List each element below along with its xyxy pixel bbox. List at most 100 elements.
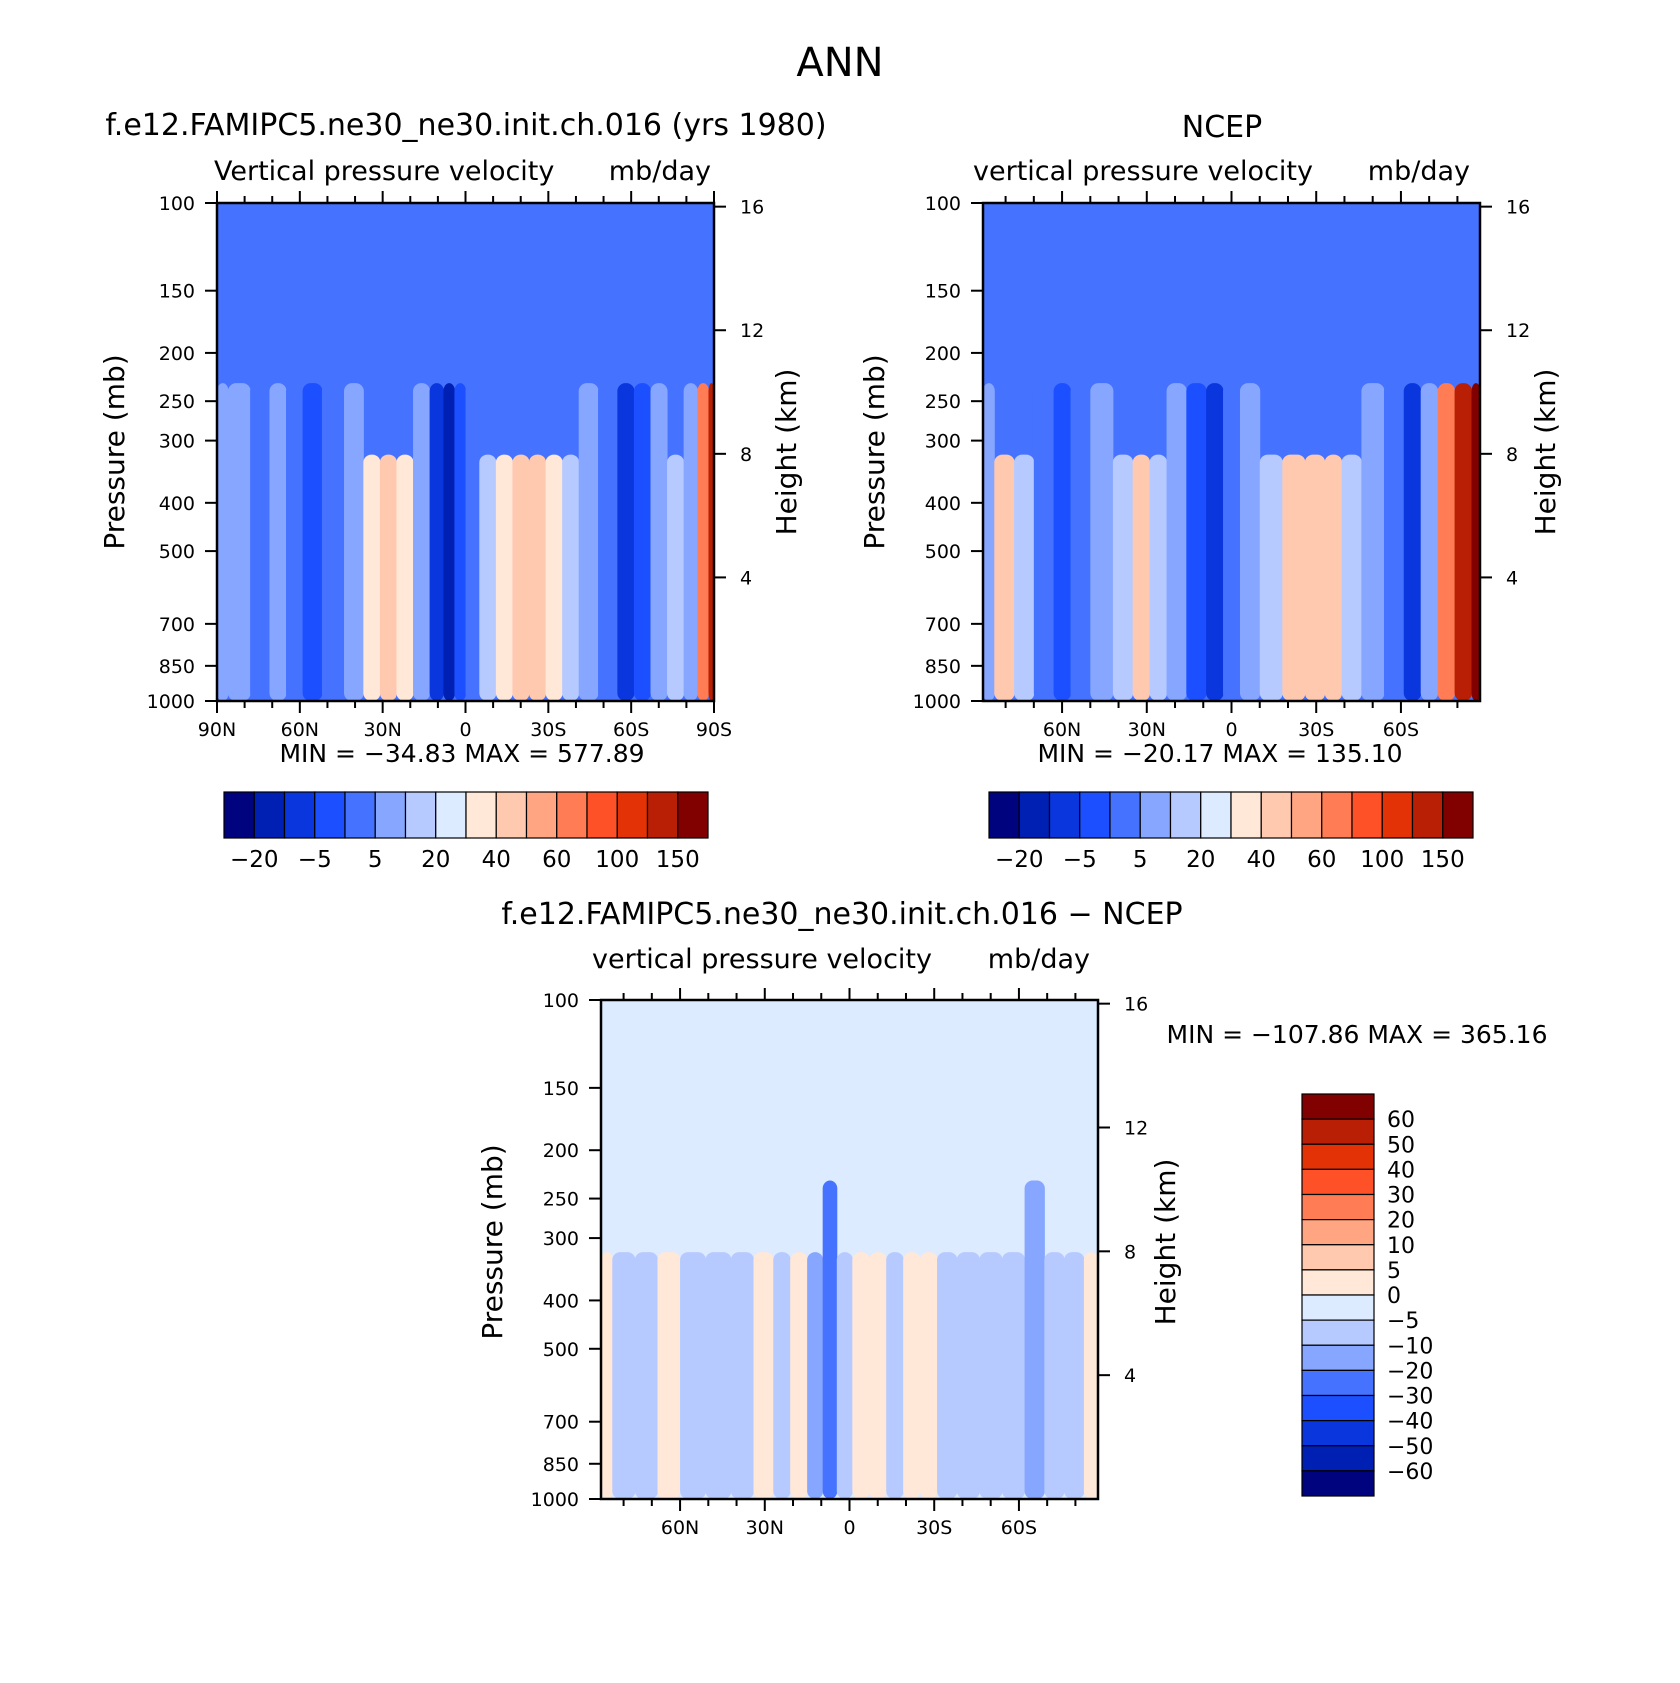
panel-model-ylabel: Pressure (mb) [98, 354, 131, 549]
colorbar-label: 5 [1387, 1259, 1401, 1284]
panel-ncep-ylabel: Pressure (mb) [858, 354, 891, 549]
contour-band [983, 383, 995, 701]
contour-band [1324, 454, 1343, 701]
contour-band [465, 383, 480, 701]
height-tick-label: 8 [1506, 444, 1518, 466]
colorbar-label: −40 [1387, 1410, 1433, 1435]
contour-band [512, 454, 530, 701]
y-tick-label: 400 [543, 1290, 579, 1312]
colorbar-label: 150 [1421, 847, 1465, 873]
panel-model-colorbar: −20 −5 5 20 40 60 100 150 [223, 791, 709, 873]
colorbar-swatch [1351, 791, 1383, 839]
colorbar-label: 5 [368, 847, 383, 873]
colorbar-swatch [1381, 791, 1414, 839]
colorbar-swatch [253, 791, 286, 839]
y-tick-label: 400 [159, 493, 195, 515]
panel-diff-subtitle-right: mb/day [988, 944, 1090, 975]
contour-band [578, 383, 599, 701]
contour-band [479, 454, 497, 701]
contour-band [1070, 383, 1091, 701]
x-tick-label: 60N [661, 1517, 699, 1539]
colorbar-swatch [344, 791, 376, 839]
y-tick-label: 300 [925, 431, 961, 453]
y-tick-label: 300 [543, 1228, 579, 1250]
contour-field [601, 1000, 1098, 1499]
panel-ncep-plot: 100 150 200 250 300 400 500 700 850 1000 16 12 8 4 60N… [913, 191, 1530, 741]
colorbar-swatch [1301, 1369, 1375, 1397]
y-tick-label: 200 [159, 343, 195, 365]
colorbar-label: 20 [421, 847, 450, 873]
panel-ncep-stats: MIN = −20.17 MAX = 135.10 [1037, 739, 1402, 768]
contour-band [1149, 454, 1168, 701]
x-tick-label: 60S [1383, 719, 1419, 741]
contour-band [443, 383, 455, 701]
contour-band [1454, 383, 1473, 701]
contour-band [529, 454, 547, 701]
x-tick-label: 30S [916, 1517, 952, 1539]
contour-band [612, 1252, 636, 1499]
x-tick-label: 0 [843, 1517, 855, 1539]
contour-band [302, 383, 323, 701]
panel-model-stats: MIN = −34.83 MAX = 577.89 [279, 739, 644, 768]
contour-band [601, 1252, 613, 1499]
y-tick-label: 500 [543, 1339, 579, 1361]
y-tick-label: 150 [159, 281, 195, 303]
contour-band [773, 1252, 791, 1499]
contour-band [1282, 454, 1306, 701]
contour-band [836, 1252, 853, 1499]
y-tick-label: 850 [159, 656, 195, 678]
contour-band [979, 1252, 1003, 1499]
contour-band [1064, 1252, 1085, 1499]
colorbar-label: −10 [1387, 1334, 1433, 1359]
contour-band [1090, 383, 1114, 701]
contour-band [753, 1252, 774, 1499]
y-tick-label: 1000 [913, 691, 961, 713]
contour-band [1361, 383, 1385, 701]
colorbar-label: −30 [1387, 1385, 1433, 1410]
panel-diff-ylabel: Pressure (mb) [476, 1144, 509, 1339]
y-tick-label: 250 [925, 391, 961, 413]
height-tick-label: 16 [740, 197, 764, 219]
colorbar-label: 20 [1186, 847, 1215, 873]
colorbar-swatch [374, 791, 407, 839]
colorbar-swatch [1260, 791, 1293, 839]
colorbar-swatch [586, 791, 618, 839]
contour-band [657, 1252, 681, 1499]
y-tick-label: 500 [925, 541, 961, 563]
colorbar-swatch [223, 791, 255, 839]
panel-diff-subtitle-left: vertical pressure velocity [592, 944, 932, 975]
colorbar-swatch [1301, 1193, 1375, 1221]
contour-band [1112, 454, 1134, 701]
contour-band [1471, 383, 1480, 701]
contour-band [545, 454, 563, 701]
colorbar-swatch [1200, 791, 1232, 839]
contour-band [705, 1252, 732, 1499]
x-tick-label: 60S [1001, 1517, 1037, 1539]
height-tick-label: 8 [740, 444, 752, 466]
colorbar-label: −20 [995, 847, 1044, 873]
height-tick-label: 4 [740, 567, 752, 589]
colorbar-swatch [1139, 791, 1172, 839]
colorbar-swatch [646, 791, 679, 839]
colorbar-swatch [1018, 791, 1051, 839]
colorbar-label: 10 [1387, 1234, 1415, 1259]
colorbar-swatch [1301, 1394, 1375, 1422]
x-tick-label: 60S [613, 719, 649, 741]
colorbar-swatch [1301, 1319, 1375, 1346]
contour-band [1001, 1252, 1026, 1499]
x-tick-label: 30N [746, 1517, 784, 1539]
colorbar-swatch [314, 791, 346, 839]
contour-band [869, 1252, 887, 1499]
colorbar-swatch [1301, 1143, 1375, 1170]
colorbar-swatch [988, 791, 1020, 839]
colorbar-label: 40 [1387, 1158, 1415, 1183]
contour-band [228, 383, 251, 701]
colorbar-swatch [1411, 791, 1444, 839]
colorbar-swatch [1169, 791, 1202, 839]
colorbar-swatch [1442, 791, 1474, 839]
contour-band [1420, 383, 1439, 701]
colorbar-swatch [1301, 1219, 1375, 1246]
colorbar-swatch [495, 791, 528, 839]
contour-band [697, 383, 709, 701]
x-tick-label: 30N [363, 719, 401, 741]
